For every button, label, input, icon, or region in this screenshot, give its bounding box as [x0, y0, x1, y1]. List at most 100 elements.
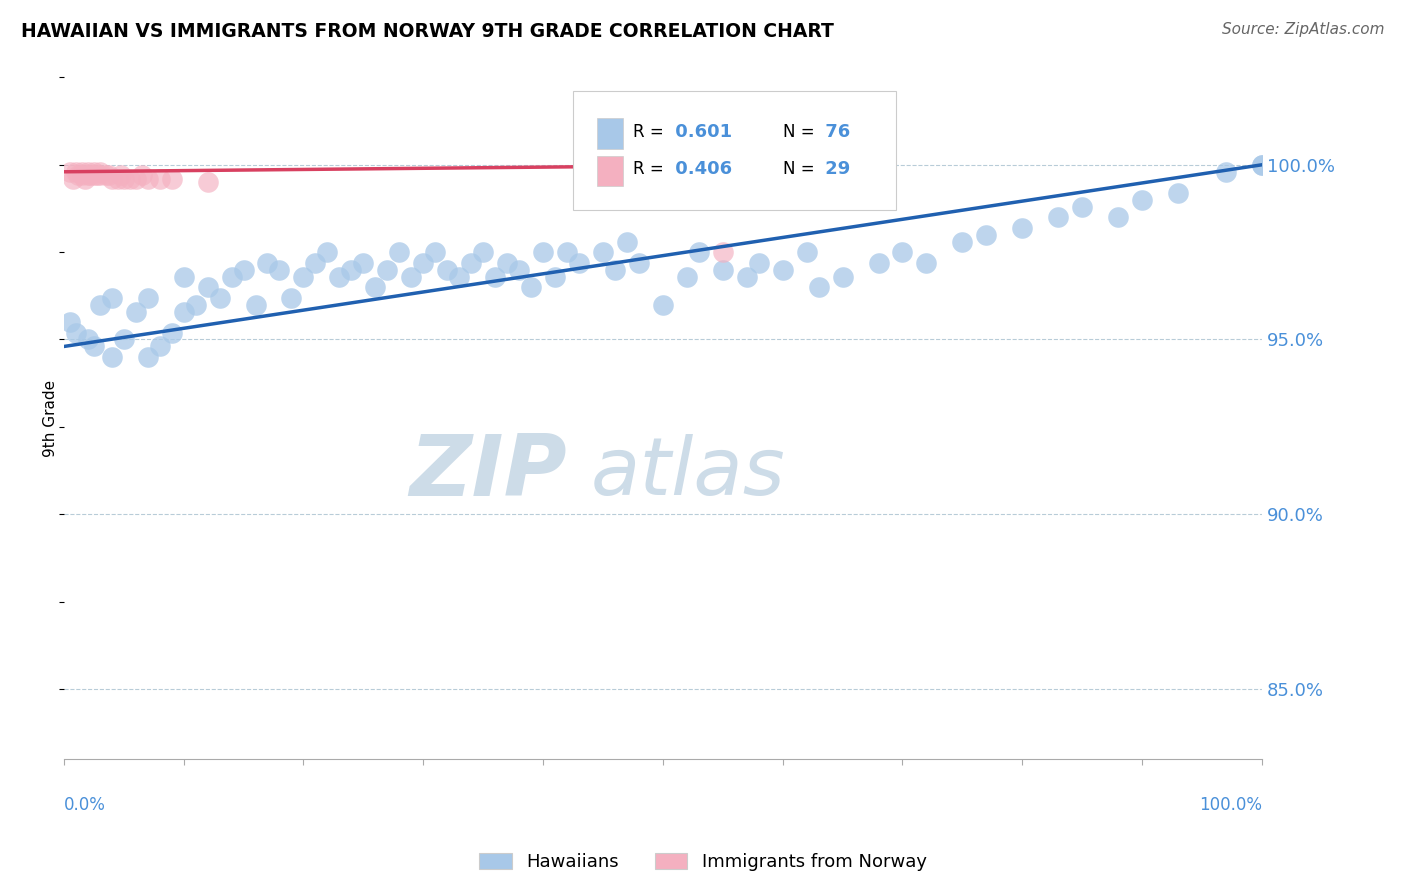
Point	[915, 255, 938, 269]
Point	[83, 168, 105, 182]
Text: atlas: atlas	[591, 434, 786, 512]
Point	[616, 235, 638, 249]
Point	[197, 280, 219, 294]
Point	[280, 291, 302, 305]
Point	[340, 262, 363, 277]
Point	[89, 297, 111, 311]
Point	[472, 245, 495, 260]
Point	[328, 269, 350, 284]
Point	[688, 245, 710, 260]
Point	[1251, 158, 1274, 172]
Point	[460, 255, 482, 269]
Point	[70, 165, 93, 179]
Text: 0.601: 0.601	[669, 123, 733, 141]
Point	[711, 245, 734, 260]
Point	[136, 350, 159, 364]
Point	[83, 339, 105, 353]
Point	[316, 245, 339, 260]
Point	[496, 255, 519, 269]
Point	[173, 304, 195, 318]
Point	[520, 280, 543, 294]
Point	[627, 255, 650, 269]
Text: R =: R =	[633, 123, 664, 141]
Point	[436, 262, 458, 277]
Text: Source: ZipAtlas.com: Source: ZipAtlas.com	[1222, 22, 1385, 37]
Point	[76, 333, 98, 347]
Point	[98, 168, 121, 182]
Point	[245, 297, 267, 311]
Point	[269, 262, 291, 277]
Point	[100, 171, 122, 186]
Point	[375, 262, 398, 277]
Point	[94, 168, 117, 182]
Point	[110, 168, 132, 182]
Point	[75, 171, 97, 186]
Point	[425, 245, 447, 260]
Point	[401, 269, 423, 284]
Point	[65, 326, 87, 340]
Point	[197, 175, 219, 189]
Point	[59, 165, 82, 179]
Point	[531, 245, 554, 260]
Point	[364, 280, 387, 294]
Point	[1167, 186, 1189, 200]
Point	[65, 165, 87, 179]
Point	[1047, 211, 1070, 225]
Point	[1011, 220, 1033, 235]
Point	[89, 165, 111, 179]
FancyBboxPatch shape	[574, 91, 897, 211]
Point	[1215, 165, 1237, 179]
Point	[67, 168, 90, 182]
Point	[62, 171, 84, 186]
Point	[891, 245, 914, 260]
Point	[484, 269, 506, 284]
Point	[1130, 193, 1153, 207]
Point	[112, 171, 135, 186]
Text: 29: 29	[818, 161, 849, 178]
Point	[711, 262, 734, 277]
Point	[131, 168, 153, 182]
Point	[184, 297, 207, 311]
Point	[796, 245, 818, 260]
Legend: Hawaiians, Immigrants from Norway: Hawaiians, Immigrants from Norway	[472, 846, 934, 879]
Point	[173, 269, 195, 284]
Point	[160, 171, 183, 186]
Point	[449, 269, 471, 284]
Point	[89, 168, 111, 182]
FancyBboxPatch shape	[598, 119, 623, 149]
Point	[748, 255, 770, 269]
Point	[508, 262, 530, 277]
Point	[160, 326, 183, 340]
Point	[59, 315, 82, 329]
Point	[79, 168, 101, 182]
Text: 0.0%: 0.0%	[63, 797, 105, 814]
Point	[807, 280, 830, 294]
Text: 76: 76	[818, 123, 849, 141]
Text: 0.406: 0.406	[669, 161, 733, 178]
Point	[125, 171, 148, 186]
FancyBboxPatch shape	[598, 156, 623, 186]
Point	[149, 339, 172, 353]
Point	[1107, 211, 1129, 225]
Point	[125, 304, 148, 318]
Point	[651, 297, 673, 311]
Point	[772, 262, 794, 277]
Point	[112, 333, 135, 347]
Point	[118, 171, 141, 186]
Y-axis label: 9th Grade: 9th Grade	[44, 380, 58, 457]
Point	[70, 168, 93, 182]
Text: R =: R =	[633, 161, 664, 178]
Point	[976, 227, 998, 242]
Text: HAWAIIAN VS IMMIGRANTS FROM NORWAY 9TH GRADE CORRELATION CHART: HAWAIIAN VS IMMIGRANTS FROM NORWAY 9TH G…	[21, 22, 834, 41]
Point	[136, 171, 159, 186]
Point	[603, 262, 626, 277]
Point	[388, 245, 411, 260]
Point	[304, 255, 326, 269]
Point	[256, 255, 278, 269]
Point	[544, 269, 567, 284]
Point	[100, 291, 122, 305]
Point	[76, 165, 98, 179]
Point	[868, 255, 890, 269]
Point	[221, 269, 243, 284]
Point	[292, 269, 315, 284]
